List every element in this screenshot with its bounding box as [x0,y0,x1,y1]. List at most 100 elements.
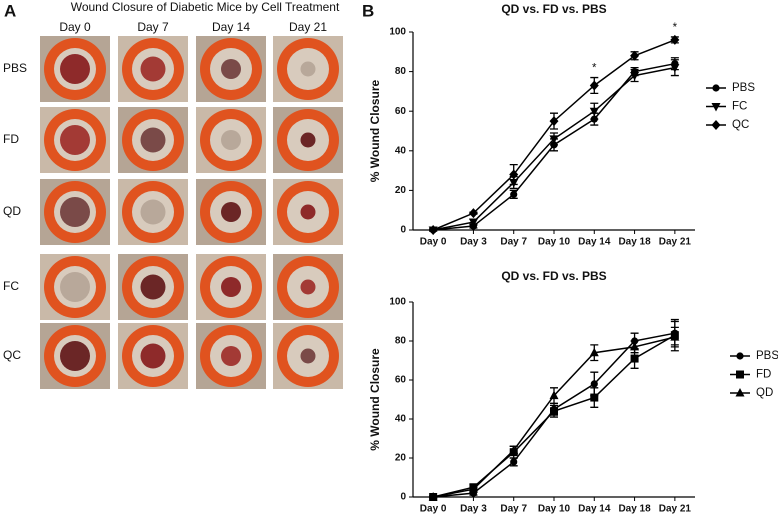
y-tick-label: 60 [395,375,407,386]
annotation: * [592,63,597,75]
wound [221,59,241,79]
wound-photo [273,323,343,389]
legend-label: QD [756,387,773,399]
data-point [510,458,518,466]
wound [221,346,241,366]
wound-photo [40,107,110,173]
x-tick-label: Day 0 [420,237,447,248]
legend-marker [735,388,745,397]
data-point [510,190,518,198]
wound-photo [40,254,110,320]
data-point [630,341,640,351]
y-tick-label: 0 [400,492,406,503]
wound [300,132,316,148]
x-tick-label: Day 0 [420,504,447,515]
column-header: Day 14 [212,20,250,34]
wound-photo [40,179,110,245]
y-axis-label: % Wound Closure [368,79,382,182]
wound [140,274,166,300]
x-tick-label: Day 3 [460,504,487,515]
wound [60,54,90,84]
y-tick-label: 40 [395,414,407,425]
data-point [670,34,680,45]
legend-marker [736,352,744,360]
chart-title: QD vs. FD vs. PBS [501,269,606,283]
wound [60,341,90,371]
data-point [589,107,599,117]
wound [300,348,316,364]
row-label: QD [3,204,21,218]
wound [140,56,166,82]
wound [300,279,316,295]
data-point [509,445,519,454]
wound-photo [273,179,343,245]
legend-label: FC [732,101,747,113]
chart-title: QD vs. FD vs. PBS [501,2,606,16]
wound [140,199,166,225]
data-point [590,380,598,388]
row-label: PBS [3,61,27,75]
wound-photo [118,179,188,245]
data-point [589,347,599,357]
data-point [670,64,680,73]
wound-photo [273,36,343,102]
x-tick-label: Day 18 [618,237,651,248]
wound-photo [118,254,188,320]
data-point [549,116,559,127]
data-point [550,407,558,416]
data-point [428,492,438,501]
x-tick-label: Day 14 [578,237,611,248]
y-tick-label: 40 [395,145,407,156]
legend-marker [736,370,744,379]
x-tick-label: Day 7 [500,504,527,515]
wound-photo [196,254,266,320]
data-point [630,50,640,61]
y-tick-label: 0 [400,225,406,236]
wound-photo [273,254,343,320]
legend-label: PBS [756,350,778,362]
x-tick-label: Day 10 [538,504,571,515]
data-point [428,225,438,235]
wound [140,127,166,153]
y-tick-label: 20 [395,453,407,464]
legend-label: PBS [732,82,755,94]
legend-marker [712,84,720,92]
column-header: Day 21 [289,20,327,34]
x-tick-label: Day 3 [460,237,487,248]
data-point [630,354,639,363]
wound [221,130,241,150]
wound [140,343,166,369]
legend-label: FD [756,369,771,381]
x-tick-label: Day 10 [538,237,571,248]
y-tick-label: 20 [395,185,407,196]
legend-marker [711,120,721,130]
data-point [549,135,559,144]
row-label: FC [3,279,19,293]
wound-photo [196,36,266,102]
row-label: FD [3,132,19,146]
data-point [468,484,478,493]
wound-photo [273,107,343,173]
legend-label: QC [732,119,749,131]
data-point [630,72,640,81]
wound [221,277,241,297]
wound [60,272,90,302]
data-point [468,218,478,228]
data-point [509,169,519,180]
x-tick-label: Day 7 [500,237,527,248]
panel-label: B [362,1,374,20]
row-label: QC [3,348,21,362]
wound-photo [196,323,266,389]
wound-photo [40,36,110,102]
data-point [549,390,559,400]
wound-photo [118,323,188,389]
data-point [468,208,478,219]
wound [60,125,90,155]
wound [300,61,316,77]
wound-photo [118,36,188,102]
y-tick-label: 80 [395,336,407,347]
x-tick-label: Day 18 [618,504,651,515]
x-tick-label: Day 14 [578,504,611,515]
x-tick-label: Day 21 [659,504,692,515]
